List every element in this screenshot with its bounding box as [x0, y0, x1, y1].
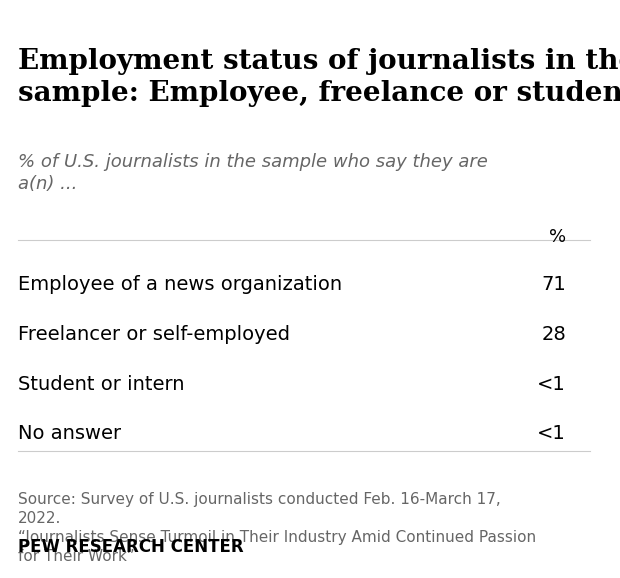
- Text: <1: <1: [537, 375, 566, 394]
- Text: Employee of a news organization: Employee of a news organization: [19, 275, 342, 294]
- Text: Freelancer or self-employed: Freelancer or self-employed: [19, 325, 290, 344]
- Text: No answer: No answer: [19, 424, 122, 443]
- Text: 71: 71: [541, 275, 566, 294]
- Text: % of U.S. journalists in the sample who say they are
a(n) ...: % of U.S. journalists in the sample who …: [19, 153, 488, 193]
- Text: %: %: [549, 228, 566, 246]
- Text: PEW RESEARCH CENTER: PEW RESEARCH CENTER: [19, 539, 244, 557]
- Text: Employment status of journalists in the
sample: Employee, freelance or student: Employment status of journalists in the …: [19, 47, 620, 107]
- Text: 28: 28: [541, 325, 566, 344]
- Text: <1: <1: [537, 424, 566, 443]
- Text: Source: Survey of U.S. journalists conducted Feb. 16-March 17,
2022.
“Journalist: Source: Survey of U.S. journalists condu…: [19, 491, 536, 564]
- Text: Student or intern: Student or intern: [19, 375, 185, 394]
